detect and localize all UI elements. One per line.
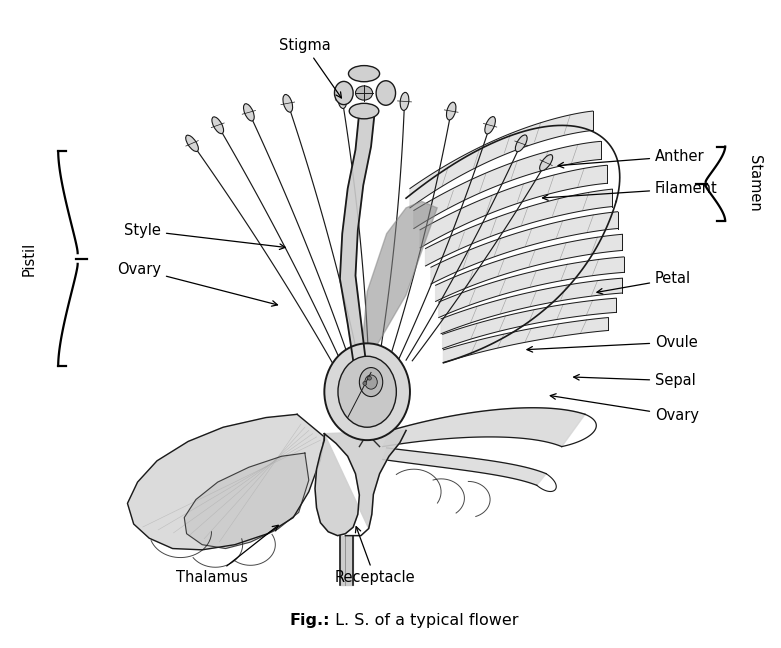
- Ellipse shape: [349, 103, 379, 119]
- Polygon shape: [383, 408, 585, 446]
- Polygon shape: [441, 278, 622, 334]
- Polygon shape: [315, 430, 406, 536]
- Text: Style: Style: [124, 223, 285, 249]
- Polygon shape: [414, 141, 601, 229]
- Ellipse shape: [212, 117, 223, 133]
- Text: Anther: Anther: [558, 149, 704, 168]
- Polygon shape: [127, 414, 324, 550]
- Polygon shape: [436, 235, 622, 301]
- Polygon shape: [431, 212, 618, 284]
- Polygon shape: [184, 453, 308, 549]
- Text: Filament: Filament: [543, 181, 718, 200]
- Ellipse shape: [540, 155, 553, 171]
- Ellipse shape: [324, 343, 410, 440]
- Text: Pistil: Pistil: [22, 242, 37, 275]
- Ellipse shape: [355, 86, 373, 100]
- Ellipse shape: [348, 65, 380, 82]
- Ellipse shape: [363, 382, 367, 386]
- Text: Thalamus: Thalamus: [176, 526, 278, 586]
- Text: L. S. of a typical flower: L. S. of a typical flower: [330, 613, 519, 629]
- Ellipse shape: [485, 117, 495, 134]
- Polygon shape: [444, 318, 608, 363]
- Polygon shape: [359, 202, 437, 376]
- Ellipse shape: [359, 367, 383, 397]
- Polygon shape: [340, 110, 375, 376]
- Polygon shape: [443, 298, 616, 349]
- Text: Sepal: Sepal: [574, 373, 696, 388]
- Ellipse shape: [244, 104, 254, 121]
- Ellipse shape: [515, 135, 527, 152]
- Ellipse shape: [338, 356, 396, 427]
- Polygon shape: [420, 165, 607, 248]
- Polygon shape: [439, 257, 624, 318]
- Text: Stigma: Stigma: [279, 38, 341, 98]
- Polygon shape: [383, 448, 546, 485]
- Text: Fig.:: Fig.:: [289, 613, 330, 629]
- Ellipse shape: [376, 81, 395, 105]
- Ellipse shape: [283, 95, 293, 112]
- Ellipse shape: [368, 376, 372, 380]
- Ellipse shape: [338, 91, 347, 108]
- Text: Ovule: Ovule: [527, 334, 698, 352]
- Polygon shape: [426, 189, 612, 266]
- Text: Receptacle: Receptacle: [334, 527, 415, 586]
- Ellipse shape: [400, 93, 409, 110]
- Text: Stamen: Stamen: [747, 156, 762, 212]
- Ellipse shape: [447, 102, 456, 120]
- Ellipse shape: [186, 135, 198, 152]
- Text: Petal: Petal: [597, 272, 691, 294]
- Polygon shape: [410, 111, 593, 208]
- Text: Ovary: Ovary: [117, 262, 277, 307]
- Ellipse shape: [334, 82, 353, 104]
- Ellipse shape: [365, 375, 377, 389]
- Text: Ovary: Ovary: [551, 394, 699, 423]
